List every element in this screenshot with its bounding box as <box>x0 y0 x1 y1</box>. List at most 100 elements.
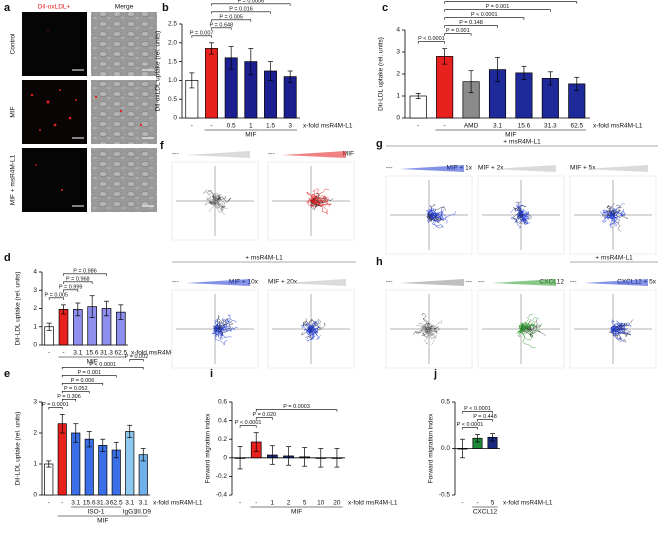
cell-track <box>421 328 430 333</box>
x-tick-label: - <box>476 500 478 507</box>
p-value: P = 0.001 <box>446 28 470 34</box>
x-tick-label: - <box>255 500 257 507</box>
group-label: MIF <box>87 359 98 366</box>
p-value: P = 0.005 <box>219 14 243 20</box>
error-bar <box>46 322 52 331</box>
group-label: ISO-1 <box>88 509 105 516</box>
group-label: MIF <box>97 518 108 525</box>
p-value: P < 0.0001 <box>457 422 484 428</box>
group-label: IgG1 <box>123 509 137 516</box>
x-tick-label: 0.5 <box>227 123 236 130</box>
error-bar <box>237 446 243 470</box>
y-tick-label: 1 <box>33 461 37 468</box>
x-tick-label: 3.1 <box>493 123 502 130</box>
plot-header: --- <box>172 151 179 158</box>
cell-track <box>520 313 533 333</box>
x-tick-label: 31.3 <box>100 350 113 357</box>
plot-header: MIF + 5x <box>570 165 596 172</box>
cell-track <box>212 197 219 209</box>
fluorescence-image <box>22 80 87 144</box>
cell-track <box>518 323 525 332</box>
y-tick-label: 2.5 <box>168 21 177 28</box>
significance-bracket <box>462 411 493 414</box>
x-tick-label: 31.3 <box>544 123 557 130</box>
cell-track <box>310 322 326 330</box>
p-value: P < 0.0001 <box>235 420 262 426</box>
error-bar <box>73 423 79 443</box>
error-bar <box>287 70 293 83</box>
significance-bracket <box>211 11 271 14</box>
plot-header: --- <box>466 279 473 286</box>
x-tick-label: 62.5 <box>570 123 583 130</box>
bar <box>84 438 94 496</box>
error-bar <box>118 304 124 320</box>
plot-header: --- <box>172 279 179 286</box>
cell-track <box>606 214 614 219</box>
group-label: III.D9 <box>135 509 151 516</box>
cell-track <box>418 322 430 329</box>
cell-track <box>519 212 528 217</box>
p-value: P = 0.005 <box>45 292 69 298</box>
p-value: P = 0.001 <box>77 370 101 376</box>
cell-track <box>302 319 313 330</box>
error-bar <box>89 295 95 318</box>
cell-track <box>310 321 321 330</box>
y-tick-label: 0.5 <box>441 399 450 406</box>
error-bar <box>442 48 448 65</box>
error-bar <box>268 61 273 81</box>
error-bar <box>228 46 234 70</box>
cell-track <box>520 321 536 331</box>
panel-letter: j <box>433 368 437 380</box>
cell-track <box>309 324 315 332</box>
y-axis-label: DiI-oxLDL uptake (rel. units) <box>155 31 162 112</box>
x-tick-label: - <box>461 500 463 507</box>
significance-bracket <box>61 399 77 402</box>
y-axis-label: DiI-LDL uptake (rel. units) <box>378 37 385 111</box>
cell-track <box>213 323 218 338</box>
cell-track <box>214 199 221 203</box>
y-tick-label: 3 <box>396 49 400 56</box>
x-tick-label: 1 <box>271 500 275 507</box>
group-label: MIF <box>291 509 302 516</box>
p-value: P = 0.002 <box>125 354 149 360</box>
significance-bracket <box>63 289 79 292</box>
cell-track <box>310 318 322 330</box>
significance-bracket <box>211 3 291 6</box>
y-tick-label: 0 <box>33 492 37 499</box>
cell-track <box>609 328 627 343</box>
cell-track <box>423 328 431 338</box>
y-tick-label: 1 <box>33 323 37 330</box>
cell-track <box>612 323 628 331</box>
y-tick-label: 3 <box>33 287 37 294</box>
error-bar <box>490 433 495 442</box>
gradient-wedge <box>282 151 346 158</box>
p-value: P = 0.020 <box>252 412 276 418</box>
cell-track <box>207 189 216 202</box>
x-tick-label: 3.1 <box>125 500 134 507</box>
x-tick-label: 20 <box>333 500 341 507</box>
gradient-wedge <box>400 279 464 286</box>
p-value: P = 0.968 <box>66 276 90 282</box>
gradient-wedge <box>186 151 250 158</box>
bar <box>98 445 108 496</box>
x-tick-label: 2 <box>287 500 291 507</box>
p-value: P = 0.016 <box>229 6 253 12</box>
cell-track <box>214 318 229 330</box>
panel-letter: f <box>160 140 164 152</box>
bar <box>205 48 218 119</box>
group-label: + msR4M-L1 <box>503 139 541 146</box>
plot-header: --- <box>268 151 275 158</box>
x-tick-label: - <box>61 500 63 507</box>
gradient-wedge <box>492 165 556 172</box>
cell-track <box>428 214 448 224</box>
cell-track <box>424 328 433 345</box>
error-bar <box>86 431 92 448</box>
x-tick-label: - <box>417 123 419 130</box>
y-tick-label: 2 <box>396 71 400 78</box>
y-tick-label: 0.0 <box>441 445 450 452</box>
cell-track <box>514 213 523 223</box>
y-axis-label: Forward migration index <box>205 413 212 483</box>
x-tick-label: 5 <box>491 500 495 507</box>
panel-letter: c <box>382 2 388 14</box>
error-bar <box>574 76 580 91</box>
